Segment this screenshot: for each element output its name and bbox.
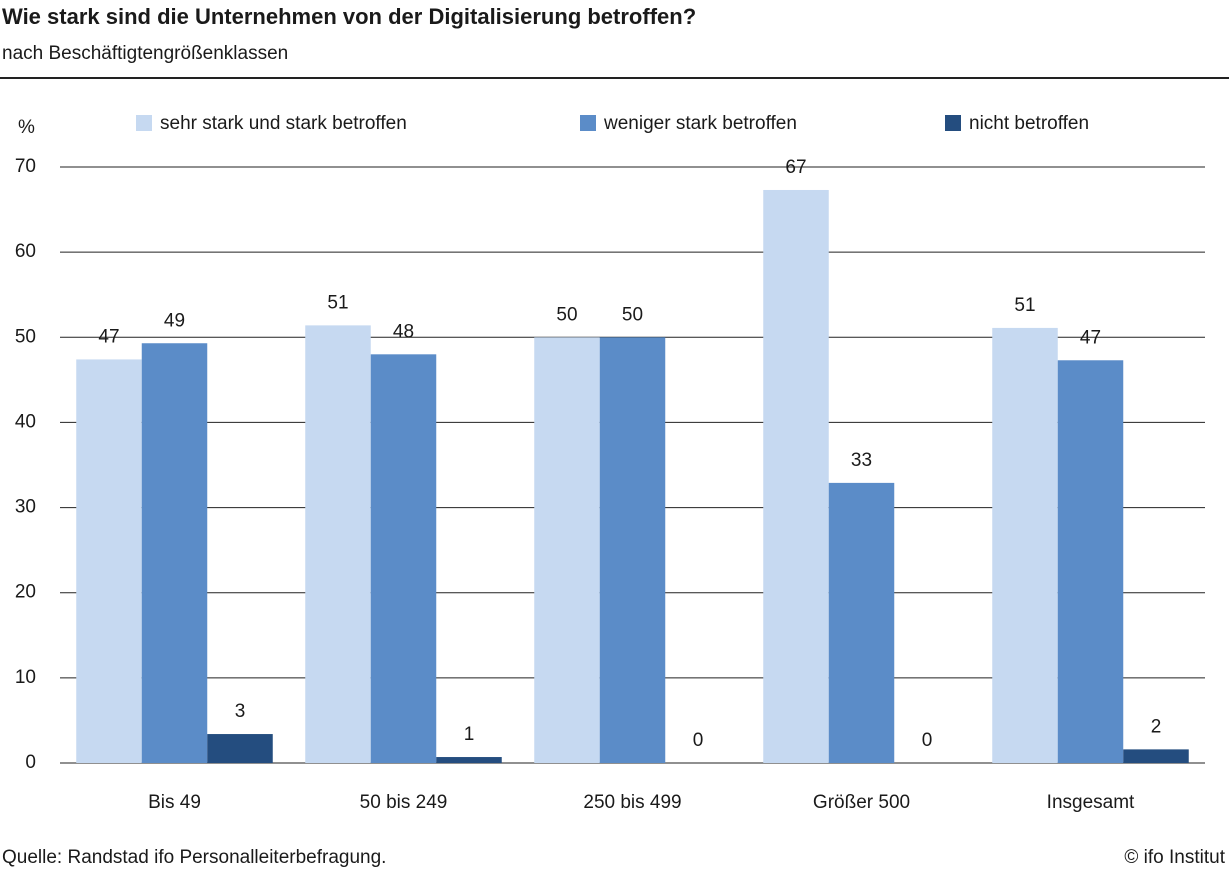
y-tick-label: 30 <box>15 497 36 518</box>
value-label: 47 <box>98 326 119 347</box>
value-label: 33 <box>851 450 872 471</box>
bar <box>76 359 142 763</box>
y-tick-label: 50 <box>15 326 36 347</box>
chart-title: Wie stark sind die Unternehmen von der D… <box>2 4 696 29</box>
y-tick-label: 40 <box>15 411 36 432</box>
value-label: 67 <box>785 157 806 178</box>
y-tick-label: 20 <box>15 582 36 603</box>
copyright: © ifo Institut <box>1124 847 1225 868</box>
value-label: 0 <box>693 730 704 751</box>
legend-label: nicht betroffen <box>969 113 1089 134</box>
bar <box>992 327 1058 763</box>
bar <box>534 337 600 763</box>
legend-label: weniger stark betroffen <box>603 113 797 134</box>
x-tick-label: 50 bis 249 <box>360 792 448 813</box>
legend-label: sehr stark und stark betroffen <box>160 113 407 134</box>
value-label: 49 <box>164 310 185 331</box>
x-tick-label: Bis 49 <box>148 792 201 813</box>
y-axis-label: % <box>18 117 35 138</box>
x-tick-label: 250 bis 499 <box>583 792 681 813</box>
y-tick-label: 70 <box>15 156 36 177</box>
source: Quelle: Randstad ifo Personalleiterbefra… <box>2 847 386 868</box>
value-label: 48 <box>393 321 414 342</box>
legend-swatch <box>580 115 596 131</box>
value-label: 50 <box>622 304 643 325</box>
x-tick-label: Größer 500 <box>813 792 910 813</box>
y-tick-label: 60 <box>15 241 36 262</box>
chart-subtitle: nach Beschäftigtengrößenklassen <box>2 43 288 64</box>
x-tick-label: Insgesamt <box>1047 792 1135 813</box>
bar <box>828 482 895 763</box>
value-label: 0 <box>922 730 933 751</box>
value-label: 47 <box>1080 327 1101 348</box>
bar <box>1123 749 1189 763</box>
bar <box>599 337 666 763</box>
value-label: 2 <box>1151 716 1162 737</box>
bar <box>305 325 371 763</box>
bar <box>436 757 502 763</box>
value-label: 3 <box>235 701 246 722</box>
value-label: 50 <box>556 304 577 325</box>
bar <box>370 354 437 763</box>
bar <box>141 343 208 763</box>
y-tick-label: 10 <box>15 667 36 688</box>
value-label: 51 <box>1014 295 1035 316</box>
y-tick-label: 0 <box>25 752 36 773</box>
bar <box>207 734 273 763</box>
value-label: 51 <box>327 292 348 313</box>
bar <box>1057 360 1124 763</box>
legend-swatch <box>136 115 152 131</box>
legend-swatch <box>945 115 961 131</box>
value-label: 1 <box>464 724 475 745</box>
bar <box>763 189 829 763</box>
